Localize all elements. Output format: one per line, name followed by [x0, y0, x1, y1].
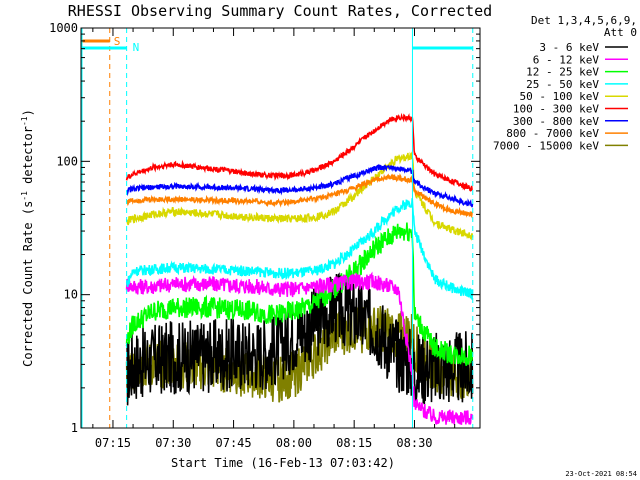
x-tick-label: 07:15: [95, 436, 131, 450]
x-tick-label: 08:30: [396, 436, 432, 450]
y-axis-title-exponent-1: -1: [20, 191, 29, 201]
legend-entry-label: 3 - 6 keV: [539, 41, 599, 54]
series-line: [125, 112, 473, 192]
y-tick-label: 10: [64, 288, 78, 302]
y-axis-title-mid: detector: [21, 126, 35, 191]
axis-layer: 07:15 07:30 07:45 08:00 08:15 08:30 1 10 100 1000: [49, 21, 480, 450]
x-tick-label: 08:00: [276, 436, 312, 450]
x-tick-label: 07:45: [216, 436, 252, 450]
legend-entry-label: 12 - 25 keV: [526, 66, 599, 79]
legend-entry-label: 100 - 300 keV: [513, 103, 599, 116]
series-line: [125, 163, 474, 208]
saa-label: S: [114, 35, 121, 48]
legend-entry-label: 50 - 100 keV: [520, 90, 600, 103]
y-tick-label: 1: [71, 421, 78, 435]
y-axis-title-end: ): [21, 109, 35, 116]
series-line: [125, 272, 474, 406]
legend-header-line: Att 0: [604, 26, 637, 39]
legend-entry-label: 7000 - 15000 keV: [493, 139, 599, 152]
legend-header-line: Det 1,3,4,5,6,9,: [531, 14, 637, 27]
footer-date: 23-Oct-2021 08:54: [565, 470, 637, 478]
y-tick-label: 1000: [49, 21, 78, 35]
plot-frame: [80, 27, 481, 429]
legend-entry-label: 25 - 50 keV: [526, 78, 599, 91]
y-tick-label: 100: [56, 154, 78, 168]
chart-title: RHESSI Observing Summary Count Rates, Co…: [68, 2, 492, 20]
data-layer: [125, 112, 474, 425]
y-axis-title: Corrected Count Rate (s-1 detector-1): [20, 109, 35, 367]
series-line: [125, 271, 474, 425]
y-axis-title-exponent-2: -1: [20, 116, 29, 126]
legend-entry-label: 800 - 7000 keV: [506, 127, 599, 140]
series-line: [125, 173, 474, 219]
night-label: N: [133, 41, 140, 54]
x-tick-label: 08:15: [336, 436, 372, 450]
y-axis-title-main: Corrected Count Rate (s: [21, 201, 35, 367]
x-tick-label: 07:30: [155, 436, 191, 450]
x-axis-title: Start Time (16-Feb-13 07:03:42): [171, 456, 395, 470]
series-line: [125, 222, 474, 367]
legend-entry-label: 6 - 12 keV: [533, 53, 600, 66]
legend-entry-label: 300 - 800 keV: [513, 115, 599, 128]
series-line: [125, 198, 474, 300]
